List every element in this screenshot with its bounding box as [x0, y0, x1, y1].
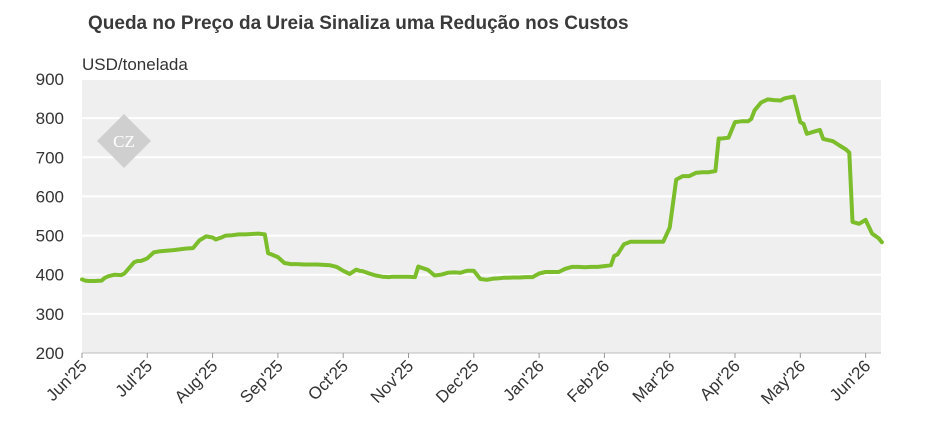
gridlines: [82, 78, 881, 315]
y-tick-label: 500: [36, 227, 64, 246]
series-line: [80, 94, 884, 283]
logo-diamond: [97, 114, 151, 168]
x-tick-label: Aug'25: [171, 356, 221, 406]
chart-title: Queda no Preço da Ureia Sinaliza uma Red…: [88, 13, 629, 34]
x-tick-label: May'26: [757, 356, 809, 408]
x-tick-label: Nov'25: [367, 356, 417, 406]
y-tick-label: 600: [36, 187, 64, 206]
series-layer: [80, 94, 884, 283]
y-axis-label: USD/tonelada: [82, 55, 188, 74]
y-tick-label: 300: [36, 305, 64, 324]
x-tick-label: Jul'25: [112, 356, 156, 400]
x-tick-label: Oct'25: [304, 356, 352, 404]
y-tick-label: 700: [36, 148, 64, 167]
x-tick-label: Jun'25: [42, 356, 90, 404]
logo-text: CZ: [113, 132, 135, 151]
x-tick-label: Sep'25: [236, 356, 286, 406]
y-tick-label: 900: [36, 70, 64, 89]
cz-logo: CZ: [97, 114, 151, 168]
x-tick-label: Feb'26: [563, 356, 613, 406]
x-tick-label: Apr'26: [696, 356, 744, 404]
x-tick-label: Mar'26: [629, 356, 679, 406]
x-tick-label: Jan'26: [499, 356, 547, 404]
plot-area: [82, 79, 881, 353]
y-tick-label: 800: [36, 109, 64, 128]
y-tick-label: 400: [36, 266, 64, 285]
x-tick-label: Jun'26: [826, 356, 874, 404]
x-tick-label: Dec'25: [432, 356, 482, 406]
y-tick-label: 200: [36, 344, 64, 363]
